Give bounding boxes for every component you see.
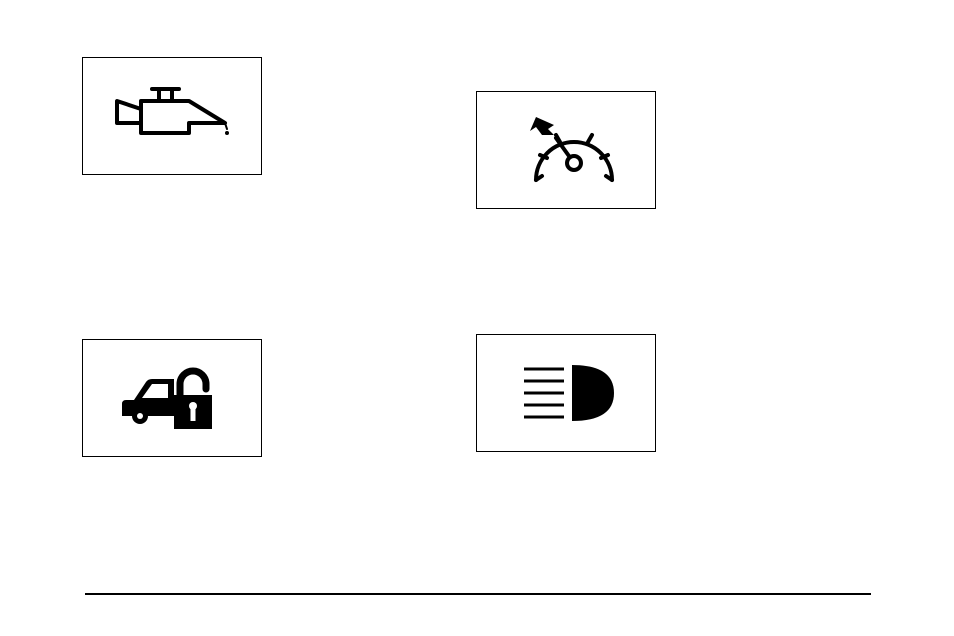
icon-box-cruise-control <box>476 91 656 209</box>
cruise-control-icon <box>506 105 626 195</box>
oil-can-icon <box>107 81 237 151</box>
bottom-divider <box>85 593 871 595</box>
security-anti-theft-icon <box>112 356 232 441</box>
icon-box-oil <box>82 57 262 175</box>
icon-box-security <box>82 339 262 457</box>
icon-box-high-beam <box>476 334 656 452</box>
high-beam-headlight-icon <box>506 353 626 433</box>
